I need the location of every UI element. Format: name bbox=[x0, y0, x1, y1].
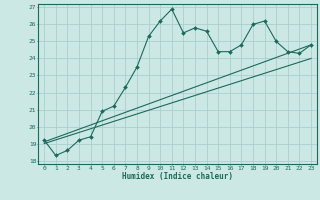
X-axis label: Humidex (Indice chaleur): Humidex (Indice chaleur) bbox=[122, 172, 233, 181]
